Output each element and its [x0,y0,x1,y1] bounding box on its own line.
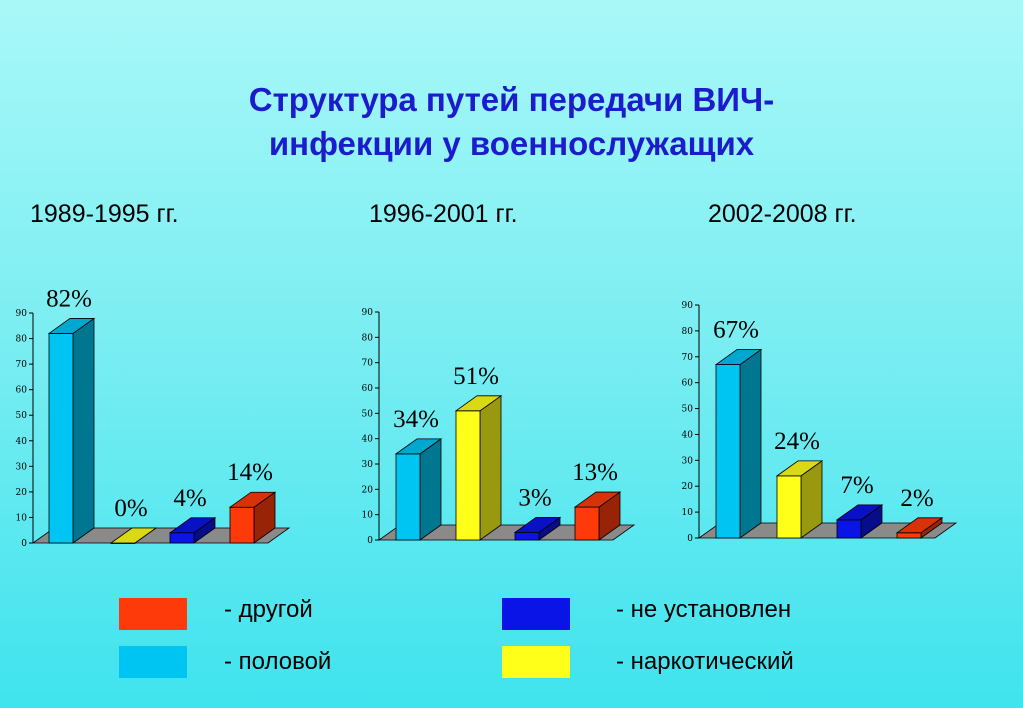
chart-2-y-tick-label: 30 [362,460,374,470]
chart-3-bar-3-top [835,504,884,521]
chart-1-y-tick-label: 90 [16,309,28,319]
chart-1-data-label-4: 14% [227,459,273,486]
chart-1-y-tick-label: 10 [16,513,28,523]
title-line-1: Структура путей передачи ВИЧ- [248,81,775,118]
chart-3-data-label-4: 2% [900,485,933,512]
chart-1-y-tick-label: 40 [16,437,28,447]
chart-3-y-tick-label: 30 [682,456,694,466]
chart-1-y-tick-label: 80 [16,335,28,345]
legend-label-unknown: - не установлен [616,596,792,623]
chart-3-bar-1 [715,364,741,539]
chart-1-y-tick-label: 70 [16,360,28,370]
legend-swatch-unknown [502,598,570,630]
chart-1-bar-1-side [72,317,95,544]
chart-2-bar-3 [514,532,540,541]
chart-2-y-tick-label: 60 [362,384,374,394]
chart-1-bar-1 [48,333,74,544]
chart-3-y-tick-label: 20 [682,482,694,492]
chart-2-data-label-4: 13% [572,459,618,486]
legend-label-drug: - наркотический [616,648,794,675]
chart-1-y-tick-label: 30 [16,462,28,472]
chart-2-data-label-3: 3% [518,484,551,511]
chart-3-y-tick-label: 10 [682,508,694,518]
chart-3-bar-4 [896,532,922,539]
chart-1-bar-1-top [47,318,96,334]
chart-1-y-tick-label: 50 [16,411,28,421]
chart-1-bar-4-top [228,491,277,508]
chart-2-data-label-2: 51% [453,363,499,390]
chart-2-bar-2-side [479,395,502,541]
chart-2-bar-4 [574,506,600,541]
chart-2-y-tick-label: 40 [362,435,374,445]
chart-3-data-label-3: 7% [840,472,873,499]
period-label-3: 2002-2008 гг. [708,200,857,228]
chart-3-bar-1-top [714,349,763,365]
chart-3-y-tick-label: 70 [682,353,694,363]
chart-1-data-label-2: 0% [114,495,147,522]
chart-2-y-tick-label: 70 [362,359,374,369]
legend-swatch-drug [502,646,570,678]
chart-3-bar-2 [776,475,802,539]
chart-3-y-tick-label: 0 [687,534,693,544]
chart-1-y-tick-label: 60 [16,386,28,396]
chart-1-data-label-1: 82% [46,285,92,312]
chart-2-bar-1-side [419,438,442,541]
chart-3-y-tick-label: 60 [682,379,694,389]
chart-2-bar-3-top [513,517,562,533]
chart-2-y-tick-label: 20 [362,485,374,495]
chart-3-bar-3 [836,519,862,539]
chart-title: Структура путей передачи ВИЧ- инфекции у… [0,78,1023,166]
chart-2-y-tick-label: 90 [362,308,374,318]
chart-2-data-label-1: 34% [393,406,439,433]
period-label-1: 1989-1995 гг. [30,200,179,228]
chart-2-bar-1-top [394,438,443,455]
chart-3-bar-4-top [895,517,944,534]
chart-3-y-tick-label: 40 [682,430,694,440]
chart-1-y-tick-label: 0 [21,539,27,549]
chart-3-y-tick-label: 90 [682,301,694,311]
chart-2-bar-4-top [573,491,622,508]
period-label-2: 1996-2001 гг. [369,200,518,228]
chart-3-bar-2-top [775,460,824,477]
chart-3-bar-1-side [739,348,762,539]
chart-1-bar-3 [169,532,195,544]
chart-2-bar-1 [395,453,421,541]
chart-2-y-tick-label: 0 [367,536,373,546]
chart-3-data-label-1: 67% [713,317,759,344]
chart-1-data-label-3: 4% [173,485,206,512]
chart-1-y-tick-label: 20 [16,488,28,498]
chart-3-y-tick-label: 50 [682,405,694,415]
chart-3-y-tick-label: 80 [682,327,694,337]
legend-label-sexual: - половой [224,648,332,675]
chart-2-bar-2 [455,410,481,541]
legend-swatch-sexual [119,646,187,678]
chart-1-bar-2-top [109,527,158,544]
chart-2-y-tick-label: 80 [362,333,374,343]
title-line-2: инфекции у военнослужащих [268,125,755,162]
chart-3-data-label-2: 24% [774,428,820,455]
legend-label-other: - другой [224,596,313,623]
chart-1-bar-4 [229,506,255,544]
chart-2-y-tick-label: 10 [362,511,374,521]
chart-2-y-tick-label: 50 [362,409,374,419]
chart-2-bar-2-top [454,395,503,412]
legend-swatch-other [119,598,187,630]
chart-1-bar-3-top [168,517,217,534]
